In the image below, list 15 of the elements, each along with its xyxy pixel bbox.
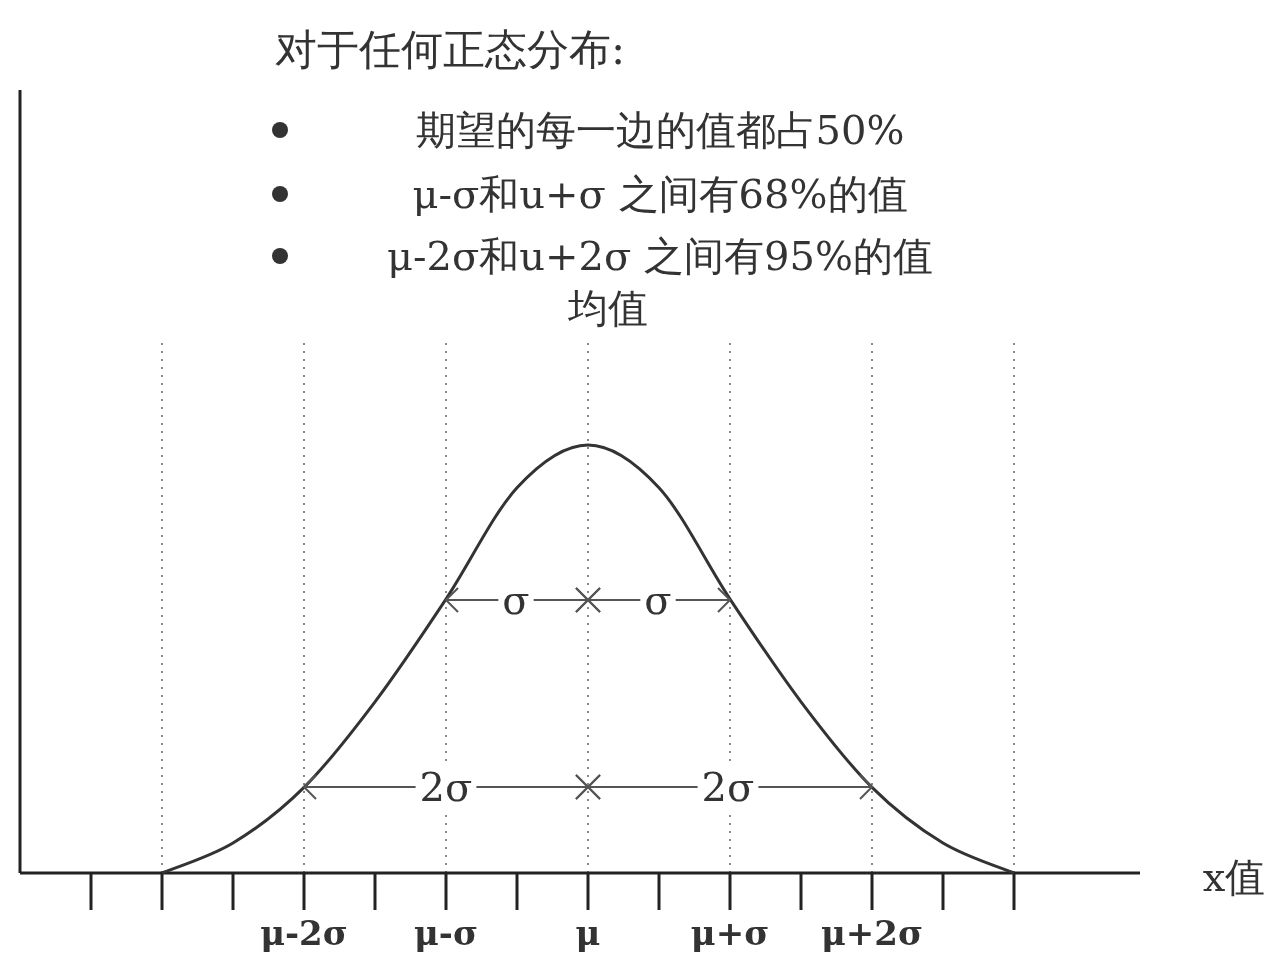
text: μ-σ和u+σ 之间有68%的值 (412, 171, 908, 217)
text: 均值 (567, 285, 648, 331)
annotation: 2σ (701, 764, 755, 810)
text: μ-2σ和u+2σ 之间有95%的值 (387, 233, 933, 279)
annotation: 2σ (419, 764, 473, 810)
text: 期望的每一边的值都占50% (415, 107, 905, 153)
x-tick-label: μ-2σ (260, 913, 348, 953)
annotation: σ (644, 577, 672, 623)
x-tick-label: μ+σ (690, 913, 770, 953)
annotation: σ (502, 577, 530, 623)
x-tick-label: μ (575, 913, 601, 953)
chart-title: 对于任何正态分布: (275, 25, 626, 74)
x-tick-label: μ+2σ (820, 913, 924, 953)
x-tick-label: μ-σ (413, 913, 479, 953)
x-axis-title: x值 (1202, 854, 1266, 900)
